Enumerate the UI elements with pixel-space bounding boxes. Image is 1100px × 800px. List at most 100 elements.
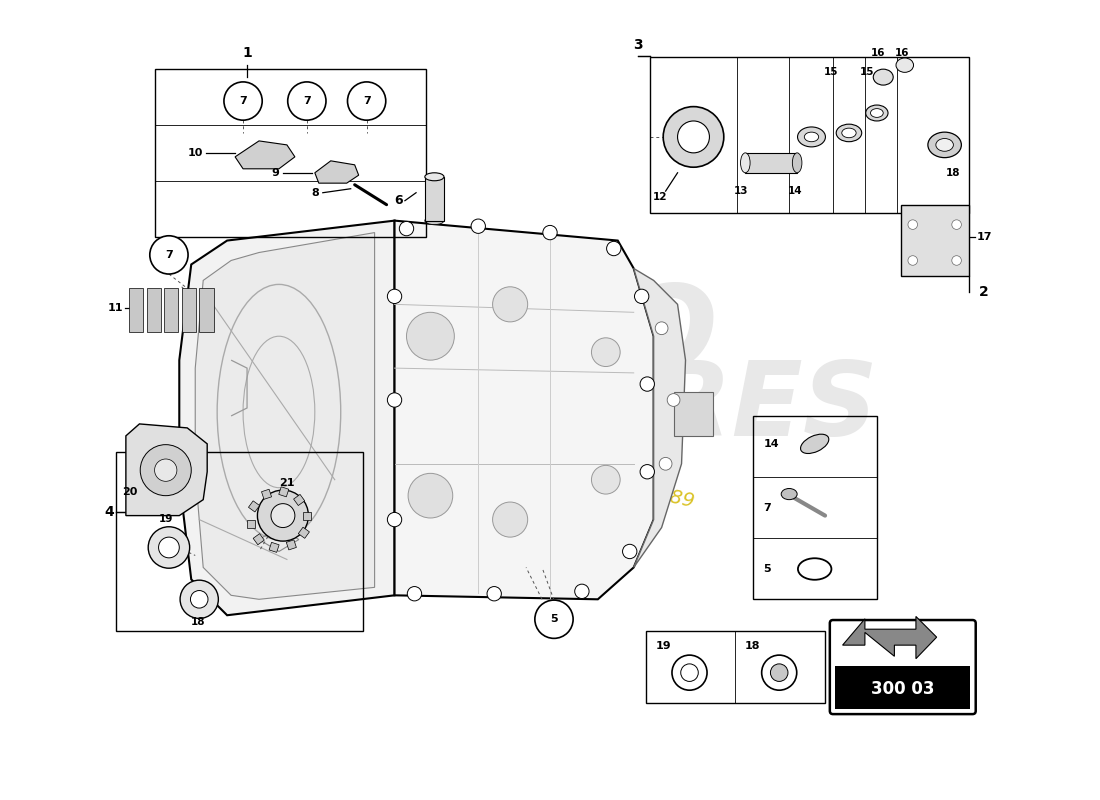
Circle shape: [542, 226, 558, 240]
Polygon shape: [315, 161, 359, 183]
Circle shape: [640, 377, 654, 391]
Ellipse shape: [781, 489, 798, 500]
Polygon shape: [179, 221, 395, 615]
Circle shape: [148, 526, 189, 568]
Text: 19: 19: [158, 514, 173, 523]
Circle shape: [535, 600, 573, 638]
Text: 19: 19: [656, 641, 671, 650]
Circle shape: [399, 222, 414, 236]
Ellipse shape: [873, 69, 893, 85]
Text: 15: 15: [860, 66, 875, 77]
Bar: [116, 452, 363, 631]
Text: 1: 1: [242, 46, 252, 60]
Bar: [646, 631, 825, 703]
Bar: [673, 392, 714, 436]
Text: 5: 5: [550, 614, 558, 624]
Text: 18: 18: [190, 617, 205, 627]
Circle shape: [640, 465, 654, 479]
Text: 9: 9: [271, 168, 279, 178]
Circle shape: [493, 286, 528, 322]
Text: 7: 7: [165, 250, 173, 260]
Text: 13: 13: [734, 186, 749, 196]
Bar: [302, 512, 311, 519]
Circle shape: [387, 513, 402, 526]
Circle shape: [288, 82, 326, 120]
Ellipse shape: [866, 105, 888, 121]
Text: 5: 5: [763, 564, 771, 574]
Ellipse shape: [740, 153, 750, 173]
Circle shape: [493, 502, 528, 537]
Text: 17: 17: [977, 231, 992, 242]
Bar: [835, 666, 970, 709]
Bar: [199, 288, 213, 332]
Circle shape: [952, 256, 961, 266]
Circle shape: [678, 121, 710, 153]
Bar: [278, 486, 289, 497]
Circle shape: [471, 219, 485, 234]
Text: 10: 10: [188, 148, 204, 158]
Circle shape: [407, 312, 454, 360]
Text: 4: 4: [104, 505, 114, 518]
Text: a passion for parts since 1989: a passion for parts since 1989: [404, 432, 696, 512]
Text: 7: 7: [302, 96, 310, 106]
Bar: [298, 527, 309, 538]
Circle shape: [408, 474, 453, 518]
Circle shape: [623, 544, 637, 558]
Circle shape: [407, 586, 421, 601]
Bar: [901, 205, 968, 277]
Text: 8: 8: [311, 188, 319, 198]
Polygon shape: [634, 269, 685, 567]
Bar: [754, 416, 877, 599]
Bar: [286, 540, 296, 550]
Bar: [294, 494, 305, 506]
Circle shape: [908, 220, 917, 230]
Bar: [164, 288, 178, 332]
Bar: [129, 288, 143, 332]
Circle shape: [592, 338, 620, 366]
Bar: [650, 57, 968, 213]
Ellipse shape: [425, 217, 444, 225]
Circle shape: [140, 445, 191, 496]
Text: 21: 21: [279, 478, 295, 488]
Text: 7: 7: [239, 96, 246, 106]
Text: 3: 3: [632, 38, 642, 52]
Text: EURO: EURO: [350, 278, 718, 394]
Circle shape: [387, 393, 402, 407]
Circle shape: [952, 220, 961, 230]
Text: 12: 12: [652, 192, 668, 202]
Bar: [249, 501, 260, 512]
FancyBboxPatch shape: [829, 620, 976, 714]
Circle shape: [180, 580, 219, 618]
Circle shape: [668, 394, 680, 406]
Bar: [262, 490, 272, 499]
Circle shape: [387, 289, 402, 303]
Text: 6: 6: [394, 194, 403, 207]
Circle shape: [770, 664, 788, 682]
Text: 18: 18: [945, 168, 960, 178]
Bar: [146, 288, 161, 332]
Ellipse shape: [836, 124, 861, 142]
Text: 7: 7: [763, 502, 771, 513]
Polygon shape: [395, 221, 653, 599]
Polygon shape: [195, 233, 375, 599]
Text: 11: 11: [108, 303, 123, 314]
Circle shape: [271, 504, 295, 527]
Text: 16: 16: [895, 48, 910, 58]
Bar: [253, 534, 264, 545]
Ellipse shape: [804, 132, 818, 142]
Circle shape: [606, 242, 621, 256]
Text: 15: 15: [824, 66, 838, 77]
Circle shape: [574, 584, 590, 598]
Circle shape: [224, 82, 262, 120]
Bar: [270, 542, 279, 552]
Circle shape: [257, 490, 308, 541]
Ellipse shape: [792, 153, 802, 173]
Circle shape: [908, 256, 917, 266]
Text: 18: 18: [745, 641, 760, 650]
Bar: [746, 153, 798, 173]
Ellipse shape: [870, 109, 883, 118]
Polygon shape: [235, 141, 295, 169]
Ellipse shape: [801, 434, 828, 454]
Circle shape: [150, 236, 188, 274]
Circle shape: [158, 537, 179, 558]
